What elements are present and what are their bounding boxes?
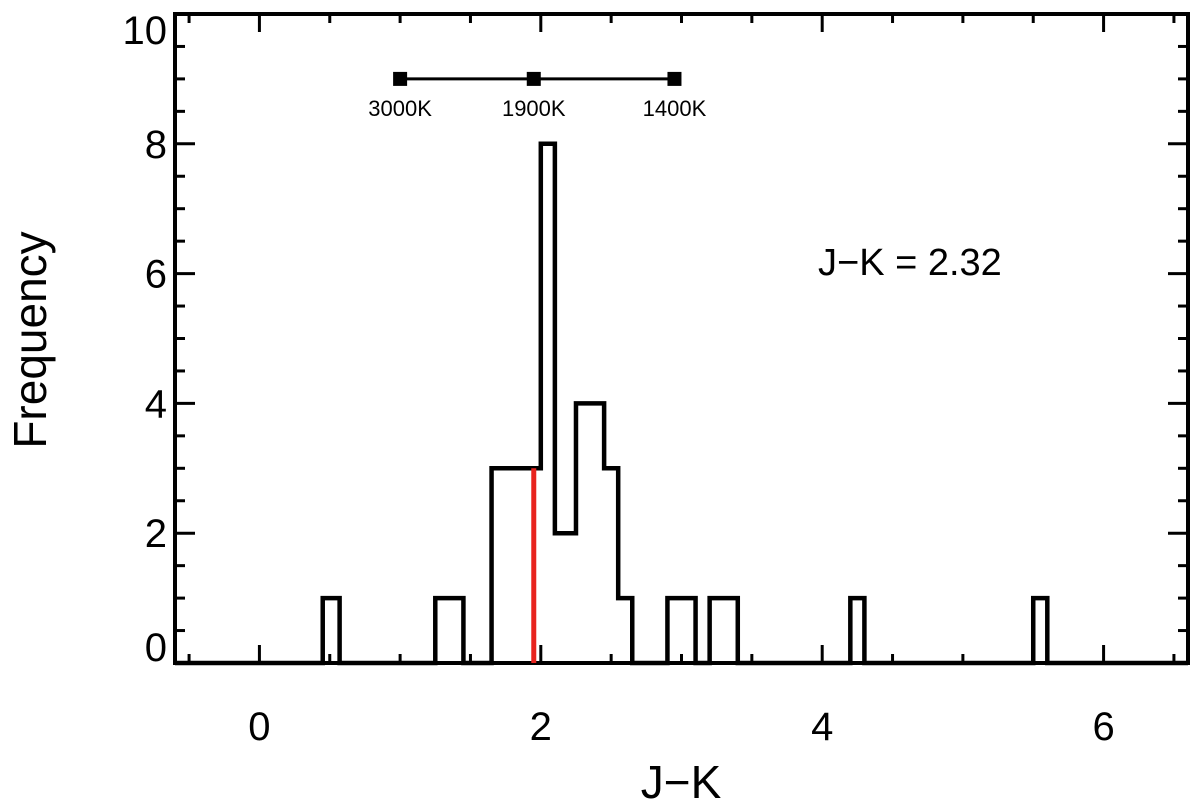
temperature-label: 1400K [643,96,707,121]
x-tick-labels: 0 2 4 6 [248,705,1114,749]
j-k-annotation: J−K = 2.32 [818,242,1002,284]
y-tick-label: 0 [145,626,167,670]
x-tick-label: 4 [811,705,833,749]
y-tick-label: 6 [145,253,167,297]
histogram-outline [175,141,1188,666]
temperature-marker [667,71,682,86]
temperature-label: 3000K [368,96,432,121]
temperature-label: 1900K [502,96,566,121]
y-tick-label: 10 [123,9,168,53]
x-tick-label: 0 [248,705,270,749]
temperature-scale: 3000K 1900K 1400K [368,71,707,121]
y-tick-label: 2 [145,512,167,556]
x-axis-label: J−K [641,756,722,802]
x-tick-label: 2 [530,705,552,749]
temperature-marker [393,71,408,86]
x-tick-label: 6 [1092,705,1114,749]
y-tick-label: 8 [145,123,167,167]
temperature-marker [526,71,541,86]
axis-ticks [175,12,1188,665]
y-axis-label: Frequency [4,231,56,448]
y-tick-label: 4 [145,382,167,426]
y-tick-labels: 0 2 4 6 8 10 [123,9,168,670]
